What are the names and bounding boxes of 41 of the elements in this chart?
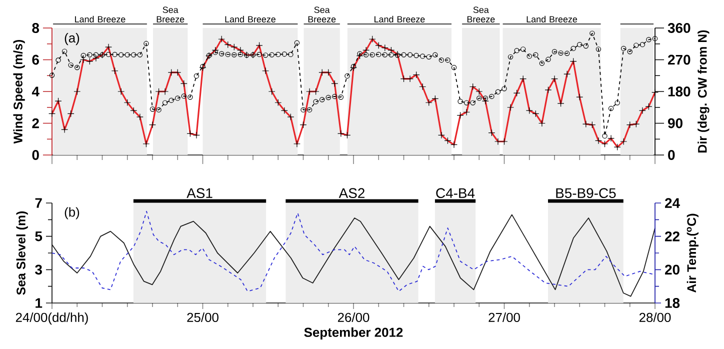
band-label: Land Breeze xyxy=(75,16,126,22)
band-label: AS1 xyxy=(186,188,212,198)
y-axis-title: Wind Speed (m/s) xyxy=(13,40,25,144)
y2-tick-label: 18 xyxy=(665,298,680,308)
annotation: (a) xyxy=(64,33,80,46)
y2-tick-label: 24 xyxy=(665,198,680,208)
y2-tick-label: 270 xyxy=(668,54,690,65)
band-label: Sea Breeze xyxy=(156,6,184,22)
band-label: AS2 xyxy=(338,188,364,198)
y-tick-label: 0 xyxy=(32,150,39,160)
y-tick-label: 6 xyxy=(32,54,39,65)
x-axis-title: September 2012 xyxy=(304,327,403,340)
band-label: C4-B4 xyxy=(436,188,475,198)
band-label: Land Breeze xyxy=(225,16,276,22)
y-tick-label: 5 xyxy=(35,231,42,242)
y2-tick-label: 20 xyxy=(665,264,680,275)
x-tick-label: 25/00 xyxy=(187,312,218,322)
band-label: Sea Breeze xyxy=(308,6,336,22)
band-label: B5-B9-C5 xyxy=(556,188,616,198)
annotation: (b) xyxy=(64,207,80,220)
y2-tick-label: 90 xyxy=(668,118,682,128)
y2-tick-label: 360 xyxy=(668,23,690,33)
band-label: Sea Breeze xyxy=(467,6,495,22)
x-tick-label: 26/00 xyxy=(338,312,370,322)
x-tick-label: 28/00 xyxy=(639,312,671,322)
y-tick-label: 8 xyxy=(32,23,40,33)
band-label: Land Breeze xyxy=(526,16,578,22)
x-tick-label: 27/00 xyxy=(488,312,520,322)
y-tick-label: 7 xyxy=(35,198,42,208)
y2-axis-title: Air Temp.($^{o}$C) xyxy=(686,214,698,292)
y-tick-label: 1 xyxy=(36,298,42,308)
x-tick-label: 24/00(dd/hh) xyxy=(16,312,88,325)
y-tick-label: 4 xyxy=(32,86,40,96)
y-tick-label: 3 xyxy=(35,264,42,275)
y2-tick-label: 180 xyxy=(668,86,690,96)
band-label: Land Breeze xyxy=(374,16,425,22)
y2-tick-label: 22 xyxy=(665,231,680,242)
y-axis-title: Sea Slevel (m) xyxy=(16,211,28,295)
y2-axis-title: Dir (deg. CW from N) xyxy=(698,30,710,152)
y-tick-label: 2 xyxy=(32,118,39,128)
y2-tick-label: 0 xyxy=(668,150,675,160)
